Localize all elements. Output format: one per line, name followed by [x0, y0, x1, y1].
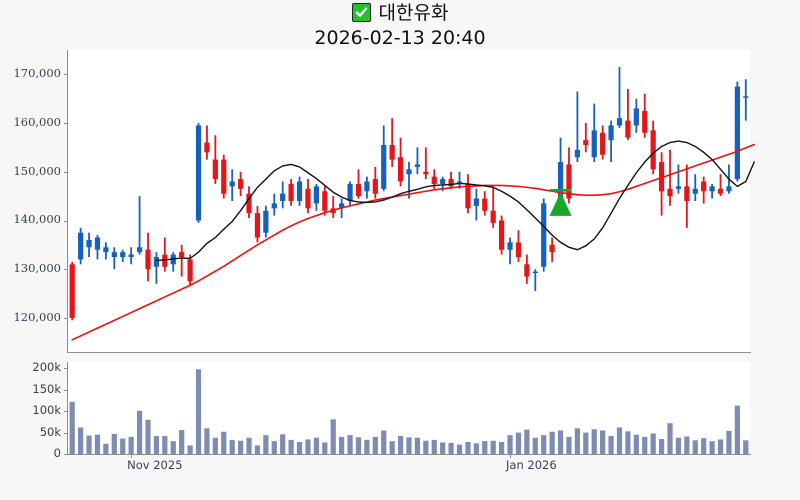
volume-tick-mark [64, 432, 68, 434]
volume-tick-mark [64, 411, 68, 413]
price-tick-mark [64, 123, 68, 125]
x-tick-mark [131, 454, 133, 458]
x-tick-label: Nov 2025 [127, 458, 183, 472]
price-tick-mark [64, 171, 68, 173]
x-tick-mark [510, 454, 511, 458]
price-tick-mark [64, 317, 68, 319]
volume-tick-mark [64, 368, 68, 370]
price-tick-label: 140,000 [13, 212, 61, 227]
price-tick-label: 120,000 [13, 309, 61, 324]
price-tick-label: 160,000 [13, 115, 61, 130]
volume-x-axis [67, 454, 751, 455]
volume-tick-mark [64, 454, 68, 455]
volume-tick-label: 200k [32, 360, 61, 375]
price-tick-mark [64, 220, 68, 222]
volume-tick-label: 50k [39, 424, 61, 439]
volume-tick-label: 0 [53, 446, 61, 460]
green-check-icon [351, 3, 371, 22]
price-tick-label: 170,000 [13, 66, 61, 81]
timestamp-label: 2026-02-13 20:40 [314, 27, 486, 49]
volume-tick-label: 100k [32, 403, 61, 418]
volume-tick-mark [64, 389, 68, 391]
price-tick-label: 150,000 [13, 163, 61, 178]
price-x-axis [67, 352, 751, 353]
chart-header: 대한유화 2026-02-13 20:40 [0, 0, 800, 50]
price-y-axis [67, 50, 68, 353]
price-tick-mark [64, 74, 68, 76]
price-tick-label: 130,000 [13, 261, 61, 276]
volume-chart-area [68, 362, 750, 454]
title-row: 대한유화 [351, 0, 449, 25]
x-tick-label: Jan 2026 [506, 458, 557, 472]
price-tick-mark [64, 269, 68, 271]
volume-tick-label: 150k [32, 381, 61, 396]
page-title: 대한유화 [378, 1, 449, 24]
price-chart-area [68, 50, 750, 352]
volume-y-axis [67, 362, 68, 455]
